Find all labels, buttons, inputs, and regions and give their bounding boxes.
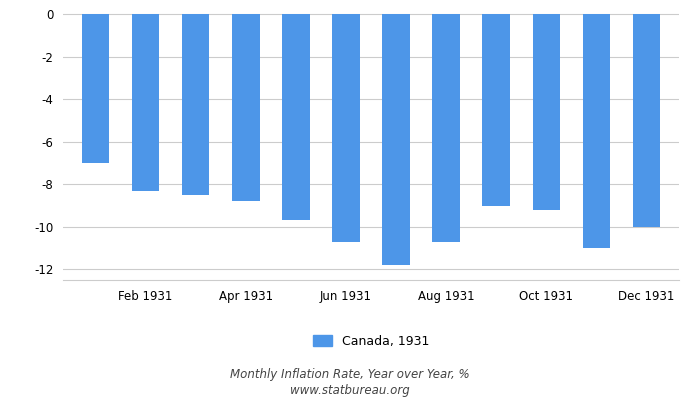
Bar: [282, 14, 309, 220]
Bar: [482, 14, 510, 206]
Bar: [382, 14, 410, 265]
Text: Monthly Inflation Rate, Year over Year, %: Monthly Inflation Rate, Year over Year, …: [230, 368, 470, 381]
Bar: [232, 14, 260, 201]
Legend: Canada, 1931: Canada, 1931: [308, 330, 434, 353]
Bar: [533, 14, 560, 210]
Bar: [582, 14, 610, 248]
Bar: [433, 14, 460, 242]
Bar: [82, 14, 109, 163]
Bar: [182, 14, 209, 195]
Bar: [332, 14, 360, 242]
Bar: [633, 14, 660, 227]
Bar: [132, 14, 160, 191]
Text: www.statbureau.org: www.statbureau.org: [290, 384, 410, 397]
